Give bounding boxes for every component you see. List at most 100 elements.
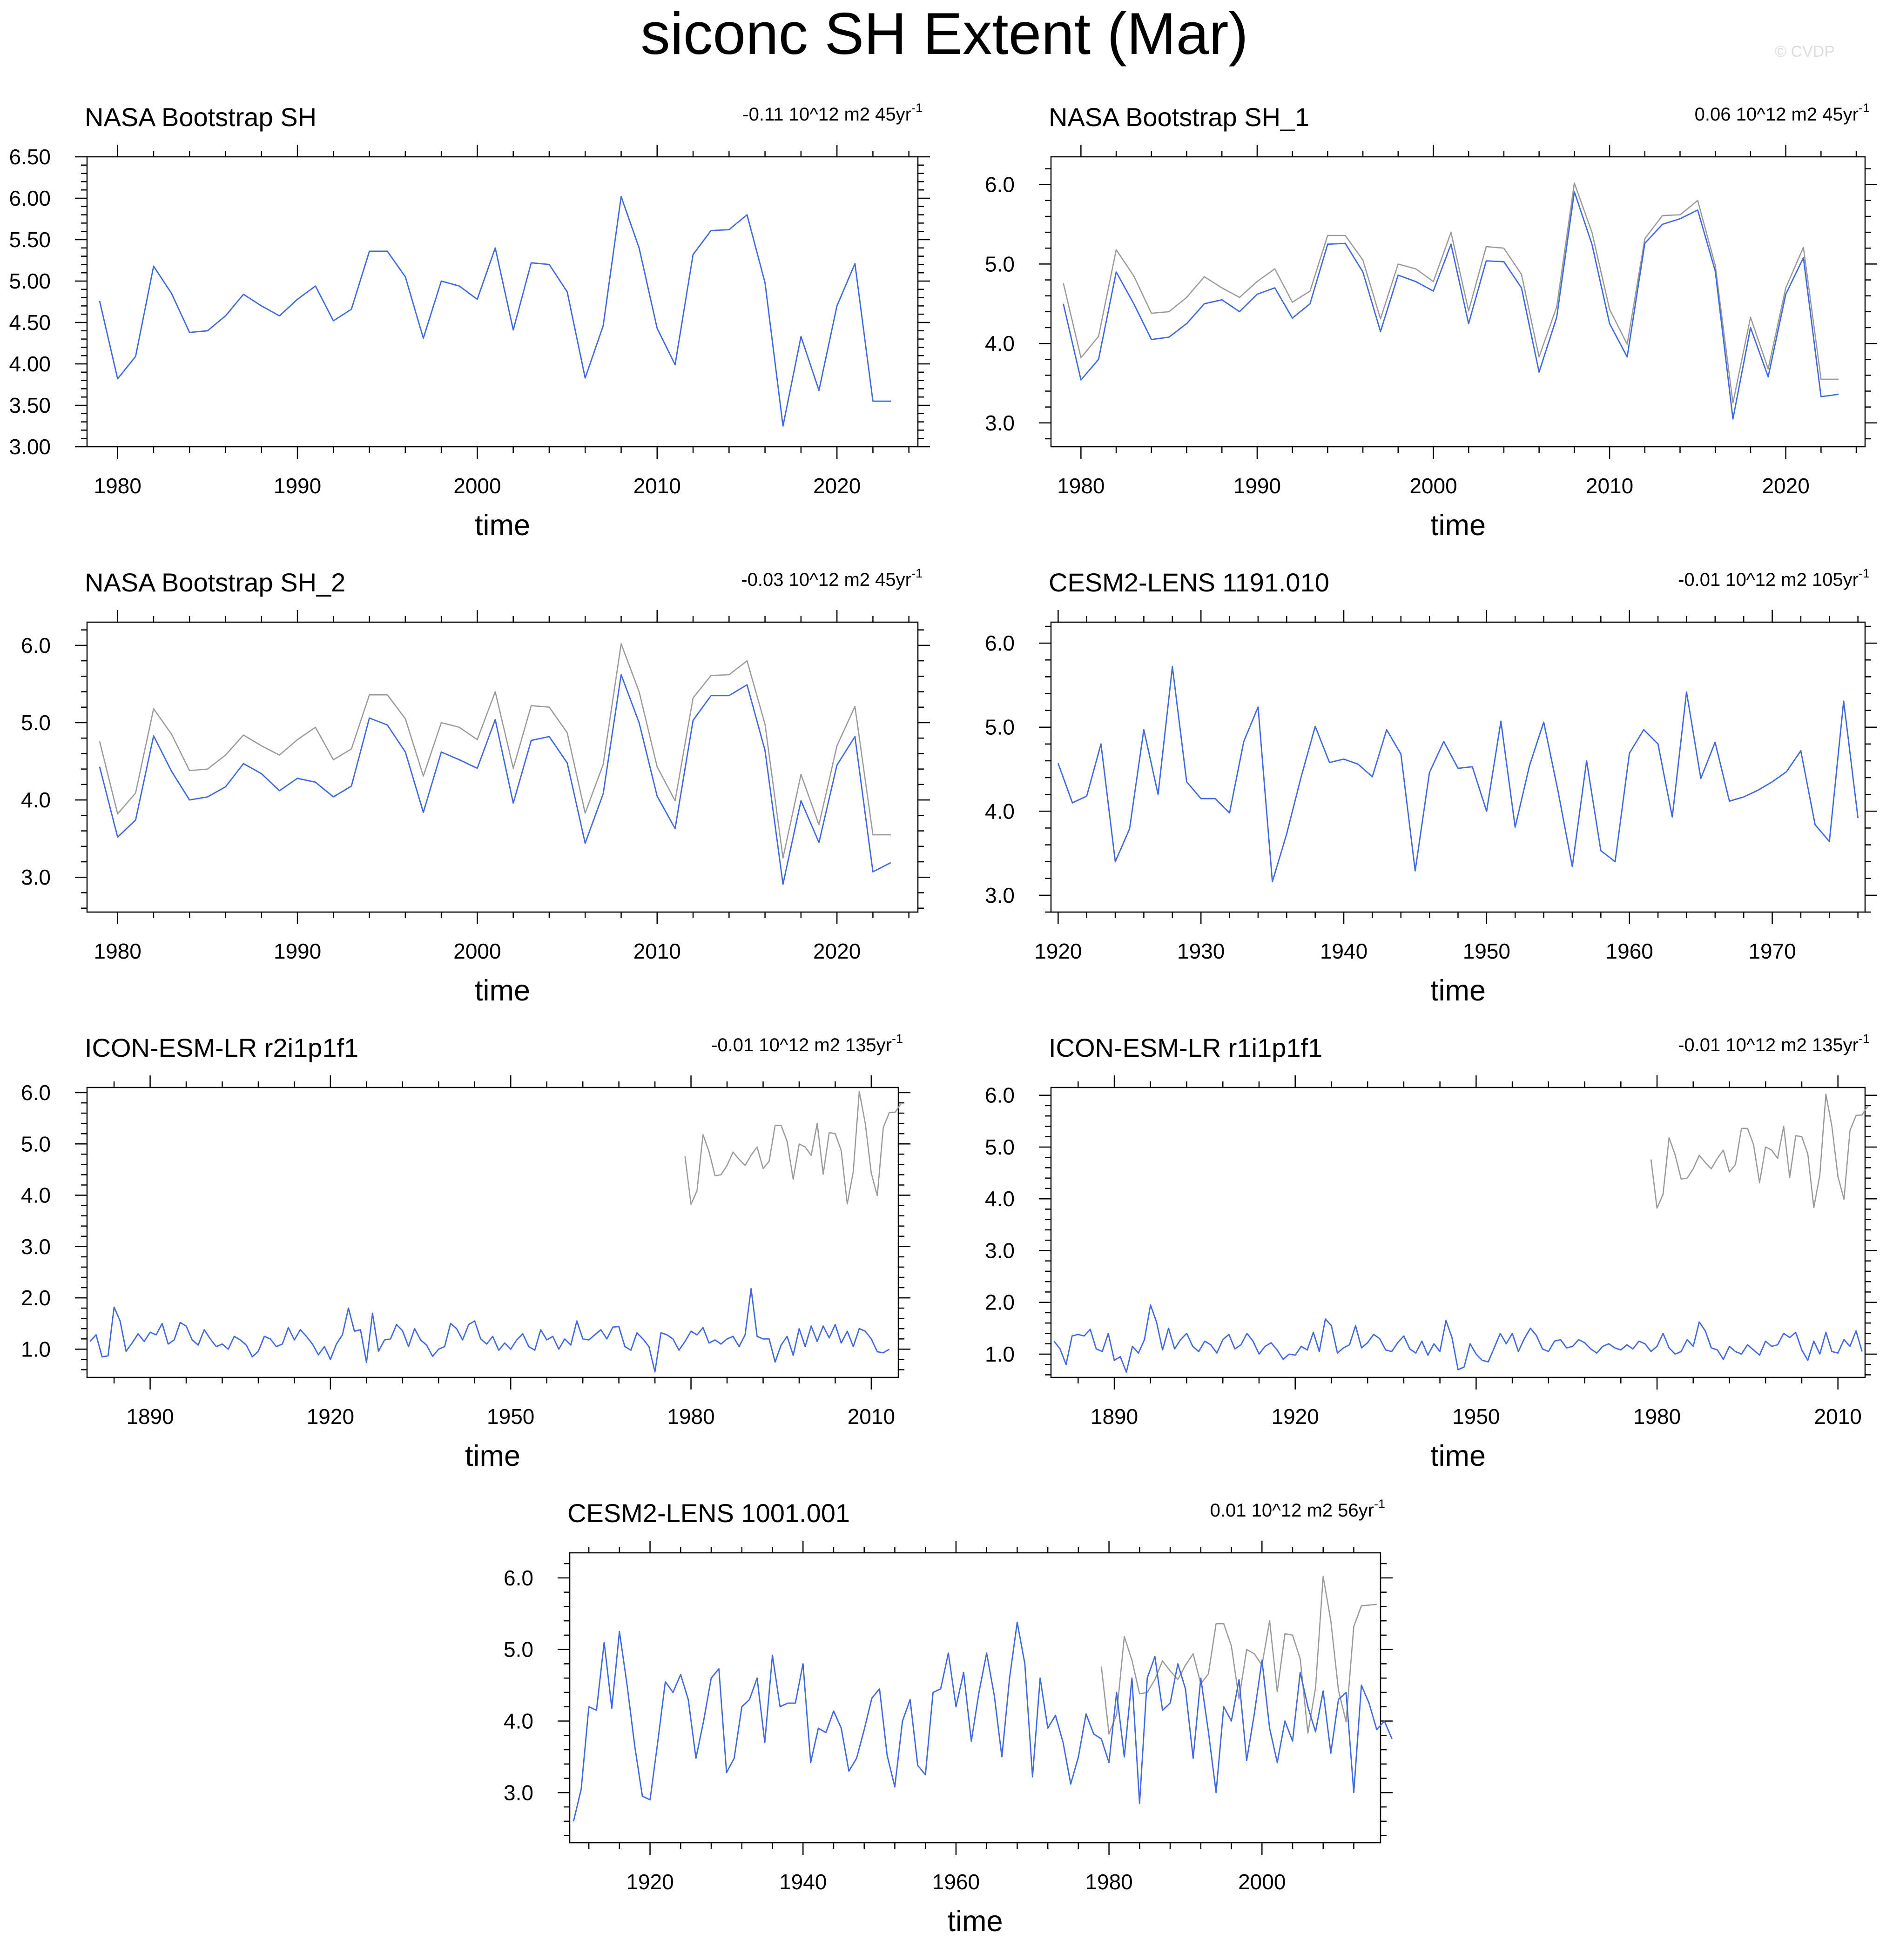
y-tick-label: 5.0 <box>985 252 1015 276</box>
y-tick-label: 6.50 <box>9 145 51 169</box>
plot-frame <box>569 1552 1381 1844</box>
y-tick-label: 3.0 <box>21 1235 51 1259</box>
y-tick-label: 6.0 <box>985 631 1015 655</box>
y-tick-label: 3.00 <box>9 435 51 459</box>
x-tick-label: 1920 <box>307 1404 354 1429</box>
x-tick-label: 1990 <box>274 474 321 498</box>
trend-label: -0.01 10^12 m2 105yr-1 <box>1678 566 1870 590</box>
y-tick-label: 4.0 <box>985 1187 1015 1211</box>
trend-superscript: -1 <box>911 101 923 115</box>
y-tick-label: 4.0 <box>21 1183 51 1208</box>
x-tick-label: 1920 <box>626 1870 674 1894</box>
plot-frame <box>1050 156 1866 448</box>
trend-superscript: -1 <box>892 1032 903 1046</box>
y-tick-label: 4.0 <box>21 788 51 812</box>
x-tick-label: 1980 <box>1057 474 1105 498</box>
x-tick-label: 1940 <box>779 1870 827 1894</box>
x-tick-label: 1990 <box>1233 474 1281 498</box>
trend-value: -0.11 10^12 m2 45yr <box>742 104 911 125</box>
x-tick-label: 2020 <box>813 474 861 498</box>
x-tick-label: 2020 <box>813 939 861 963</box>
y-tick-label: 6.0 <box>21 1081 51 1105</box>
y-tick-label: 3.0 <box>504 1780 533 1805</box>
y-tick-label: 5.0 <box>985 1135 1015 1159</box>
chart-panel-5: ICON-ESM-LR r2i1p1f1 -0.01 10^12 m2 135yr… <box>21 1032 910 1472</box>
x-axis-label: time <box>475 509 530 542</box>
y-tick-label: 2.0 <box>985 1290 1015 1315</box>
chart-panel-7: CESM2-LENS 1001.001 0.01 10^12 m2 56yr-1 1… <box>504 1497 1393 1938</box>
x-axis-label: time <box>1430 509 1486 542</box>
x-tick-label: 1950 <box>487 1404 534 1429</box>
chart-panel-1: NASA Bootstrap SH -0.11 10^12 m2 45yr-1 19… <box>9 101 930 542</box>
x-tick-label: 1960 <box>932 1870 980 1894</box>
y-tick-label: 3.0 <box>985 883 1015 907</box>
y-tick-label: 5.00 <box>9 269 51 293</box>
chart-title: NASA Bootstrap SH_2 <box>85 568 345 597</box>
y-tick-label: 4.0 <box>985 331 1015 356</box>
y-tick-label: 5.0 <box>504 1638 533 1662</box>
chart-title: ICON-ESM-LR r1i1p1f1 <box>1049 1033 1322 1062</box>
chart-title: NASA Bootstrap SH_1 <box>1049 102 1309 132</box>
y-tick-label: 4.00 <box>9 352 51 376</box>
series-line-model <box>1053 1304 1863 1373</box>
x-axis-label: time <box>1430 974 1486 1007</box>
x-axis-label: time <box>947 1905 1003 1938</box>
x-tick-label: 2000 <box>1409 474 1457 498</box>
chart-title: ICON-ESM-LR r2i1p1f1 <box>85 1033 358 1062</box>
x-tick-label: 1950 <box>1452 1404 1500 1429</box>
y-tick-label: 3.50 <box>9 393 51 417</box>
y-tick-label: 3.0 <box>985 411 1015 435</box>
chart-title: CESM2-LENS 1191.010 <box>1049 568 1329 597</box>
trend-value: -0.01 10^12 m2 135yr <box>1678 1035 1859 1055</box>
trend-label: -0.01 10^12 m2 135yr-1 <box>1678 1032 1870 1055</box>
trend-label: 0.06 10^12 m2 45yr-1 <box>1695 101 1870 125</box>
trend-superscript: -1 <box>1859 1032 1870 1046</box>
y-tick-label: 6.0 <box>985 173 1015 197</box>
trend-label: -0.03 10^12 m2 45yr-1 <box>741 566 923 590</box>
x-tick-label: 1980 <box>1633 1404 1681 1429</box>
y-tick-label: 3.0 <box>985 1238 1015 1262</box>
trend-label: 0.01 10^12 m2 56yr-1 <box>1210 1497 1385 1521</box>
series-line-model <box>1057 666 1859 883</box>
series-line-observations <box>1650 1094 1869 1209</box>
series-line-observations <box>99 643 891 859</box>
trend-label: -0.01 10^12 m2 135yr-1 <box>711 1032 903 1055</box>
trend-value: -0.01 10^12 m2 105yr <box>1678 570 1859 590</box>
trend-value: -0.01 10^12 m2 135yr <box>711 1035 892 1055</box>
x-tick-label: 1990 <box>274 939 321 963</box>
series-line-model <box>99 674 891 885</box>
series-line-model <box>99 195 891 427</box>
x-tick-label: 1980 <box>94 939 141 963</box>
series-line-observations <box>1063 182 1839 404</box>
x-tick-label: 1890 <box>1091 1404 1138 1429</box>
y-tick-label: 4.0 <box>985 799 1015 823</box>
chart-panel-3: NASA Bootstrap SH_2 -0.03 10^12 m2 45yr-1… <box>21 566 930 1007</box>
trend-superscript: -1 <box>1859 566 1870 580</box>
y-tick-label: 6.0 <box>21 633 51 658</box>
x-tick-label: 2010 <box>633 939 681 963</box>
x-tick-label: 2010 <box>1814 1404 1862 1429</box>
plot-frame <box>86 1087 899 1378</box>
x-tick-label: 2010 <box>1586 474 1633 498</box>
y-tick-label: 5.50 <box>9 228 51 252</box>
x-tick-label: 2000 <box>453 939 501 963</box>
x-tick-label: 1970 <box>1748 939 1796 963</box>
y-tick-label: 4.50 <box>9 310 51 335</box>
x-tick-label: 2000 <box>1238 1870 1286 1894</box>
cvdp-watermark: © CVDP <box>1775 43 1835 60</box>
plot-frame <box>1050 1087 1866 1378</box>
x-tick-label: 1980 <box>1085 1870 1132 1894</box>
x-axis-label: time <box>1430 1440 1486 1472</box>
x-tick-label: 2000 <box>453 474 501 498</box>
chart-panel-6: ICON-ESM-LR r1i1p1f1 -0.01 10^12 m2 135yr… <box>985 1032 1877 1472</box>
series-line-observations <box>1100 1576 1377 1735</box>
y-tick-label: 1.0 <box>21 1337 51 1361</box>
chart-title: NASA Bootstrap SH <box>85 102 317 132</box>
y-tick-label: 2.0 <box>21 1286 51 1310</box>
plot-frame <box>86 156 919 448</box>
chart-panels: NASA Bootstrap SH -0.11 10^12 m2 45yr-119… <box>9 101 1877 1938</box>
series-line-observations <box>684 1091 902 1205</box>
chart-panel-4: CESM2-LENS 1191.010 -0.01 10^12 m2 105yr-… <box>985 566 1877 1007</box>
x-tick-label: 1920 <box>1272 1404 1319 1429</box>
